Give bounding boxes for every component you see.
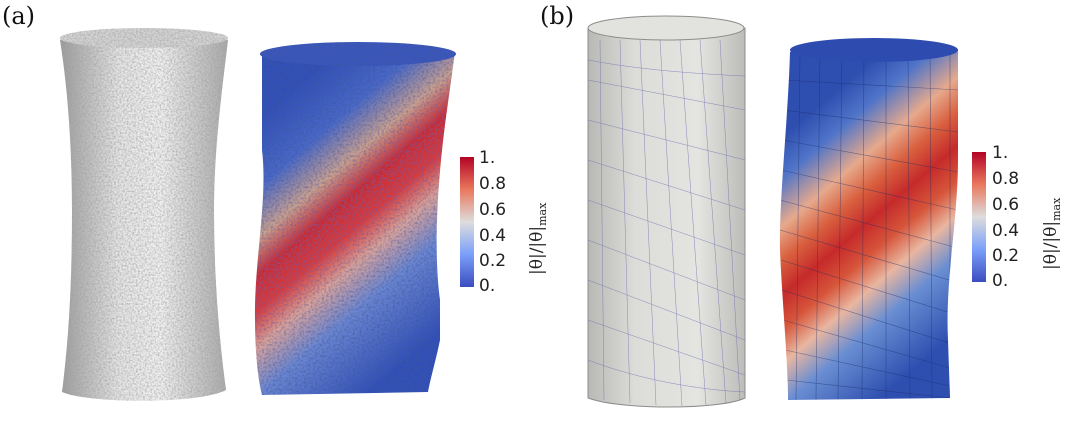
- colorbar-a-title: |θ|/|θ|max: [527, 202, 549, 275]
- colorbar-b-title: |θ|/|θ|max: [1041, 197, 1063, 270]
- colorbar-a-tick-04: 0.4: [479, 226, 506, 246]
- panel-label-b: (b): [540, 2, 575, 30]
- colorbar-a-tick-1: 1.: [479, 148, 495, 168]
- colorbar-b-tick-1: 1.: [992, 143, 1008, 163]
- colorbar-a-tick-0: 0.: [479, 276, 495, 296]
- panel-label-a: (a): [2, 2, 36, 30]
- grain-specimen-colored: [254, 43, 455, 396]
- colorbar-a: 1. 0.8 0.6 0.4 0.2 0. |θ|/|θ|max: [460, 148, 549, 296]
- mesh-specimen-top: [790, 38, 958, 62]
- colorbar-a-tick-08: 0.8: [479, 174, 506, 194]
- colorbar-b-tick-08: 0.8: [992, 169, 1019, 189]
- colorbar-b: 1. 0.8 0.6 0.4 0.2 0. |θ|/|θ|max: [972, 143, 1063, 291]
- grain-specimen-gray: [60, 28, 228, 401]
- colorbar-a-gradient: [460, 157, 474, 287]
- colorbar-b-tick-04: 0.4: [992, 221, 1019, 241]
- colorbar-a-tick-02: 0.2: [479, 251, 506, 271]
- colorbar-b-gradient: [972, 152, 986, 282]
- colorbar-b-tick-02: 0.2: [992, 246, 1019, 266]
- grain-specimen-top: [260, 42, 456, 66]
- colorbar-b-tick-0: 0.: [992, 271, 1008, 291]
- colorbar-a-tick-06: 0.6: [479, 200, 506, 220]
- colorbar-b-tick-06: 0.6: [992, 195, 1019, 215]
- mesh-specimen-colored: [779, 38, 958, 400]
- mesh-cylinder-gray: [587, 15, 746, 408]
